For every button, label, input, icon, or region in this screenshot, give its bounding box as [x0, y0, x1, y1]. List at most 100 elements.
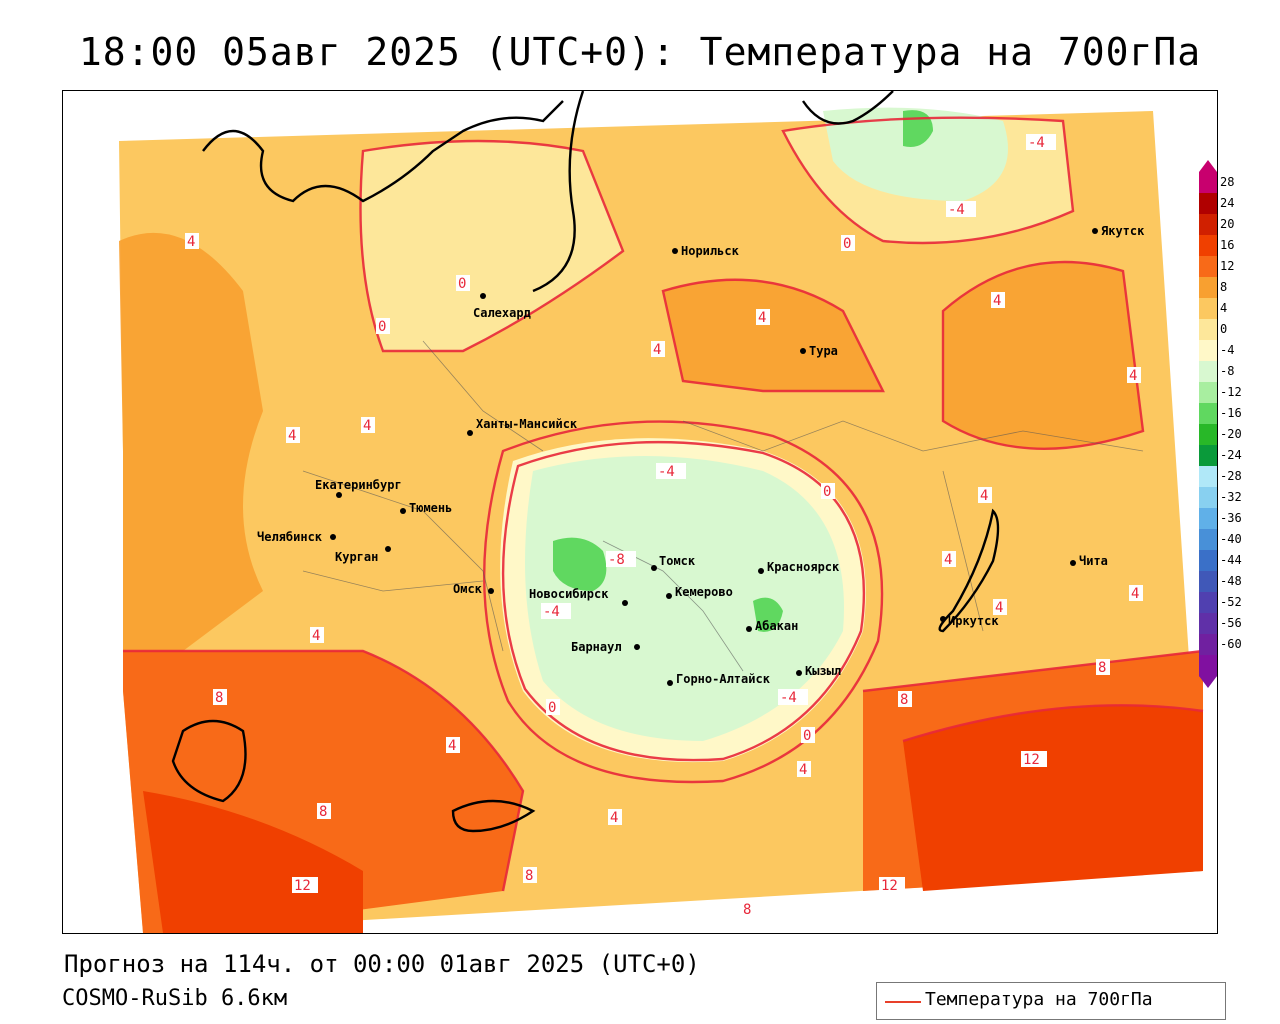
colorbar-tick-label: 24 — [1220, 196, 1235, 210]
city-omsk: Омск — [453, 582, 494, 596]
iso-label: 8 — [1098, 660, 1106, 676]
iso-label: -4 — [948, 202, 965, 218]
iso-label: 4 — [980, 488, 988, 504]
iso-label: 4 — [448, 738, 456, 754]
colorbar-band — [1199, 634, 1217, 656]
iso-label: -4 — [658, 464, 675, 480]
iso-label: -4 — [543, 604, 560, 620]
colorbar-tick-label: -44 — [1220, 553, 1242, 567]
city-abakan: Абакан — [746, 619, 798, 633]
colorbar-tick-label: 12 — [1220, 259, 1235, 273]
colorbar-tick-label: -52 — [1220, 595, 1242, 609]
city-label: Красноярск — [767, 560, 840, 574]
city-label: Якутск — [1101, 224, 1145, 238]
iso-label: 8 — [319, 804, 327, 820]
colorbar-band — [1199, 571, 1217, 593]
iso-label: -4 — [780, 690, 797, 706]
iso-label: 0 — [823, 484, 831, 500]
iso-label: 12 — [881, 878, 898, 894]
colorbar-band — [1199, 424, 1217, 446]
colorbar-bottom-arrow — [1199, 676, 1217, 688]
city-label: Омск — [453, 582, 483, 596]
colorbar-band — [1199, 655, 1217, 677]
city-kyzyl: Кызыл — [796, 664, 841, 678]
colorbar-band — [1199, 277, 1217, 299]
band-hottest-se — [903, 705, 1203, 891]
city-label: Курган — [335, 550, 378, 564]
colorbar-band — [1199, 319, 1217, 341]
city-label: Тюмень — [409, 501, 452, 515]
colorbar-tick-label: -8 — [1220, 364, 1235, 378]
colorbar-tick-label: 0 — [1220, 322, 1228, 336]
iso-label: 4 — [363, 418, 371, 434]
cities: Норильск Якутск Салехард Тура Ханты-Манс… — [257, 224, 1145, 686]
isotherm-labels: 4 0 0 4 4 4 4 4 0 4 -4 -4 -4 -8 -4 0 0 4… — [185, 134, 1143, 918]
colorbar-tick-label: -56 — [1220, 616, 1242, 630]
colorbar-band — [1199, 193, 1217, 215]
colorbar-band — [1199, 550, 1217, 572]
colorbar — [1199, 160, 1217, 688]
band-warm-east — [943, 262, 1143, 449]
colorbar-band — [1199, 361, 1217, 383]
colorbar-band — [1199, 235, 1217, 257]
legend-label: Температура на 700гПа — [925, 989, 1153, 1010]
city-label: Тура — [809, 344, 838, 358]
city-krasnoyarsk: Красноярск — [758, 560, 840, 574]
colorbar-tick-label: -4 — [1220, 343, 1235, 357]
city-label: Томск — [659, 554, 696, 568]
iso-label: 4 — [799, 762, 807, 778]
city-label: Барнаул — [571, 640, 622, 654]
band-cool-north — [360, 141, 623, 351]
isotherms — [123, 116, 1204, 892]
iso-label: 8 — [743, 902, 751, 918]
page-title: 18:00 05авг 2025 (UTC+0): Температура на… — [78, 30, 1202, 74]
city-barnaul: Барнаул — [571, 640, 640, 654]
iso-label: -8 — [608, 552, 625, 568]
colorbar-tick-label: -28 — [1220, 469, 1242, 483]
cold-dome-core2 — [753, 597, 783, 632]
city-label: Челябинск — [257, 530, 323, 544]
colorbar-tick-label: -12 — [1220, 385, 1242, 399]
city-label: Кемерово — [675, 585, 733, 599]
iso-label: 4 — [288, 428, 296, 444]
colorbar-tick-label: -40 — [1220, 532, 1242, 546]
cold-core-ne — [823, 107, 1008, 201]
city-irkutsk: Иркутск — [940, 614, 999, 628]
cold-dome-core1 — [553, 537, 607, 591]
band-hottest-sw — [143, 791, 363, 933]
coastline — [171, 91, 1000, 833]
colorbar-band — [1199, 613, 1217, 635]
city-label: Ханты-Мансийск — [476, 417, 578, 431]
iso-label: 8 — [215, 690, 223, 706]
colorbar-band — [1199, 466, 1217, 488]
colorbar-band — [1199, 298, 1217, 320]
city-tyumen: Тюмень — [400, 501, 452, 515]
colorbar-tick-label: 20 — [1220, 217, 1235, 231]
iso-label: 8 — [900, 692, 908, 708]
city-tomsk: Томск — [651, 554, 696, 571]
iso-label: 4 — [995, 600, 1003, 616]
iso-label: 0 — [548, 700, 556, 716]
iso-label: 4 — [653, 342, 661, 358]
colorbar-band — [1199, 508, 1217, 530]
band-warm-north — [663, 279, 883, 391]
iso-label: 4 — [1131, 586, 1139, 602]
colorbar-tick-label: 8 — [1220, 280, 1228, 294]
legend-line-swatch — [885, 1001, 921, 1003]
map-canvas: 4 0 0 4 4 4 4 4 0 4 -4 -4 -4 -8 -4 0 0 4… — [63, 91, 1217, 933]
colorbar-top-arrow — [1199, 160, 1217, 172]
colorbar-band — [1199, 214, 1217, 236]
colorbar-tick-label: -48 — [1220, 574, 1242, 588]
iso-label: 12 — [294, 878, 311, 894]
city-yekaterinburg: Екатеринбург — [315, 478, 402, 498]
colorbar-band — [1199, 445, 1217, 467]
city-khanty-mansiysk: Ханты-Мансийск — [467, 417, 578, 436]
iso-label: 4 — [312, 628, 320, 644]
iso-label: 4 — [1129, 368, 1137, 384]
city-label: Кызыл — [805, 664, 841, 678]
colorbar-tick-label: 28 — [1220, 175, 1235, 189]
city-label: Абакан — [755, 619, 798, 633]
colorbar-band — [1199, 592, 1217, 614]
colorbar-tick-label: -16 — [1220, 406, 1242, 420]
iso-label: 0 — [378, 319, 386, 335]
